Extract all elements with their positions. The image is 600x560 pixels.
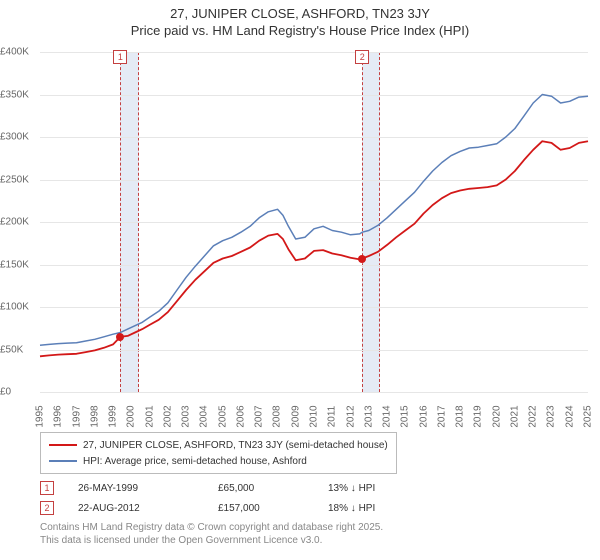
x-axis-label: 2022 (528, 405, 539, 427)
x-axis-label: 2011 (327, 406, 338, 428)
x-axis-label: 1995 (35, 405, 46, 427)
chart-plot-area: £0£50K£100K£150K£200K£250K£300K£350K£400… (40, 52, 588, 392)
x-axis-label: 2017 (436, 405, 447, 427)
x-axis-label: 2006 (235, 405, 246, 427)
sale-marker-dot (116, 333, 124, 341)
legend-label: 27, JUNIPER CLOSE, ASHFORD, TN23 3JY (se… (83, 440, 388, 451)
sale-pct-vs-hpi: 18% ↓ HPI (328, 503, 448, 514)
series-line-price_paid (40, 141, 588, 356)
sales-table: 1 26-MAY-1999£65,00013% ↓ HPI 2 22-AUG-2012… (40, 478, 448, 518)
chart-title-block: 27, JUNIPER CLOSE, ASHFORD, TN23 3JY Pri… (0, 0, 600, 38)
x-axis-label: 2021 (509, 405, 520, 427)
chart-legend: 27, JUNIPER CLOSE, ASHFORD, TN23 3JY (se… (40, 432, 397, 474)
sale-price: £157,000 (218, 503, 328, 514)
x-axis-label: 2015 (400, 405, 411, 427)
x-axis-label: 2005 (217, 405, 228, 427)
legend-item: 27, JUNIPER CLOSE, ASHFORD, TN23 3JY (se… (49, 437, 388, 453)
footer-line-2: This data is licensed under the Open Gov… (40, 535, 383, 548)
x-axis-label: 1996 (53, 405, 64, 427)
x-axis-label: 2000 (126, 405, 137, 427)
sale-marker-dot (358, 255, 366, 263)
sale-date: 22-AUG-2012 (78, 503, 218, 514)
x-axis-label: 2023 (546, 405, 557, 427)
y-axis-label: £350K (0, 89, 38, 100)
y-axis-label: £100K (0, 302, 38, 313)
x-axis-label: 2010 (309, 405, 320, 427)
sale-row: 2 22-AUG-2012£157,00018% ↓ HPI (40, 498, 448, 518)
x-axis-label: 2002 (162, 405, 173, 427)
y-axis-label: £200K (0, 217, 38, 228)
x-axis-label: 2018 (455, 405, 466, 427)
x-axis-label: 2014 (382, 405, 393, 427)
chart-subtitle: Price paid vs. HM Land Registry's House … (0, 23, 600, 38)
sale-row-marker: 1 (40, 481, 54, 495)
y-axis-label: £250K (0, 174, 38, 185)
sale-row: 1 26-MAY-1999£65,00013% ↓ HPI (40, 478, 448, 498)
x-axis-label: 2012 (345, 405, 356, 427)
y-axis-label: £50K (0, 344, 38, 355)
x-axis-label: 2024 (564, 405, 575, 427)
chart-lines (40, 52, 588, 392)
x-axis-label: 2016 (418, 405, 429, 427)
x-axis-label: 2009 (290, 405, 301, 427)
y-axis-label: £150K (0, 259, 38, 270)
legend-swatch (49, 444, 77, 446)
sale-date: 26-MAY-1999 (78, 483, 218, 494)
legend-swatch (49, 460, 77, 462)
x-axis-label: 2025 (583, 405, 594, 427)
legend-label: HPI: Average price, semi-detached house,… (83, 456, 307, 467)
legend-item: HPI: Average price, semi-detached house,… (49, 453, 388, 469)
sale-pct-vs-hpi: 13% ↓ HPI (328, 483, 448, 494)
x-axis-label: 1997 (71, 405, 82, 427)
x-axis-label: 2003 (181, 405, 192, 427)
chart-title: 27, JUNIPER CLOSE, ASHFORD, TN23 3JY (0, 6, 600, 21)
series-line-hpi (40, 95, 588, 346)
x-axis-label: 2019 (473, 405, 484, 427)
x-axis-label: 2004 (199, 405, 210, 427)
y-axis-label: £400K (0, 47, 38, 58)
x-axis-label: 1999 (108, 405, 119, 427)
x-axis-label: 2007 (254, 405, 265, 427)
y-axis-label: £0 (0, 387, 38, 398)
x-axis-label: 2001 (144, 405, 155, 427)
gridline-h (40, 392, 588, 393)
x-axis-label: 2013 (363, 405, 374, 427)
sale-marker-label: 1 (113, 50, 127, 64)
footer-attribution: Contains HM Land Registry data © Crown c… (40, 522, 383, 547)
x-axis-label: 2008 (272, 405, 283, 427)
x-axis-label: 1998 (89, 405, 100, 427)
footer-line-1: Contains HM Land Registry data © Crown c… (40, 522, 383, 535)
x-axis-label: 2020 (491, 405, 502, 427)
y-axis-label: £300K (0, 132, 38, 143)
sale-row-marker: 2 (40, 501, 54, 515)
sale-marker-label: 2 (355, 50, 369, 64)
sale-price: £65,000 (218, 483, 328, 494)
